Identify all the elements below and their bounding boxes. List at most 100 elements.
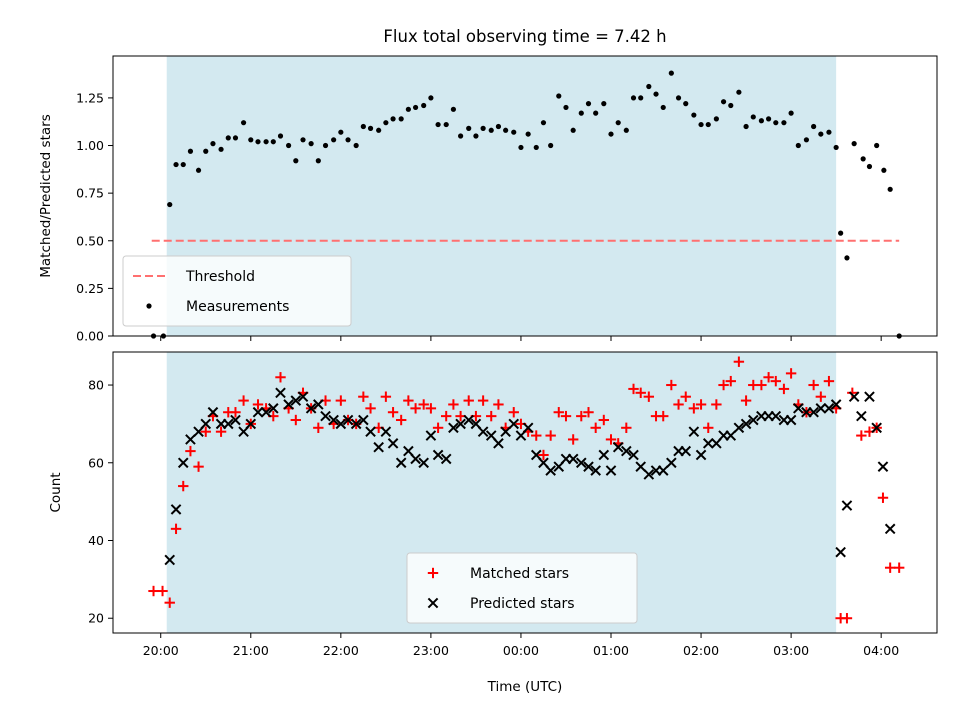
x-tick-label: 03:00: [773, 643, 809, 658]
data-point: [675, 95, 682, 101]
marker-stroke: [477, 426, 489, 437]
marker-stroke: [643, 469, 655, 480]
data-point: [733, 422, 745, 434]
data-point: [178, 480, 189, 492]
marker-stroke: [440, 453, 452, 465]
data-point: [238, 395, 249, 406]
data-point: [823, 403, 835, 414]
legend-item: Matched stars: [427, 566, 569, 582]
data-point: [486, 410, 497, 422]
panel-1: 0.00 0.25 0.50 0.75 1.00 1.25 Matched/Predicte…: [38, 55, 938, 344]
data-point: [628, 383, 639, 395]
marker-stroke: [545, 465, 556, 476]
legend-swatch: [146, 303, 152, 309]
y-tick-label: 0.50: [76, 233, 104, 248]
marker-stroke: [508, 418, 520, 430]
data-point: [328, 414, 339, 426]
y-tick-label: 1.00: [76, 138, 104, 153]
marker-stroke: [830, 399, 842, 410]
data-point: [683, 101, 689, 107]
y-axis-label: Matched/Predicted stars: [38, 114, 54, 277]
marker-stroke: [680, 445, 692, 457]
data-point: [740, 418, 752, 430]
data-point: [548, 142, 554, 149]
data-point: [432, 449, 444, 461]
data-point: [387, 438, 399, 449]
data-point: [793, 403, 804, 414]
marker-stroke: [493, 438, 504, 449]
data-point: [666, 457, 677, 469]
marker-stroke: [403, 445, 414, 457]
data-point: [851, 141, 857, 147]
data-point: [522, 422, 534, 434]
data-point: [702, 438, 714, 449]
data-point: [493, 438, 504, 449]
data-point: [290, 395, 302, 406]
data-point: [605, 465, 617, 476]
marker-stroke: [530, 449, 542, 461]
data-point: [567, 453, 579, 465]
data-point: [575, 457, 587, 469]
data-point: [448, 422, 459, 434]
marker-stroke: [170, 504, 182, 515]
data-point: [403, 395, 414, 406]
marker-stroke: [666, 457, 677, 469]
data-point: [387, 407, 399, 418]
data-point: [638, 95, 644, 101]
data-point: [590, 422, 601, 433]
data-point: [195, 167, 202, 173]
marker-stroke: [275, 387, 286, 399]
data-point: [225, 135, 231, 141]
data-point: [770, 410, 782, 422]
marker-stroke: [425, 430, 437, 441]
data-point: [736, 89, 742, 95]
data-point: [293, 158, 299, 164]
marker-stroke: [590, 465, 602, 476]
data-point: [884, 562, 896, 573]
data-point: [540, 120, 547, 126]
data-point: [841, 613, 853, 624]
data-point: [425, 403, 437, 414]
data-point: [623, 127, 629, 133]
data-point: [200, 418, 212, 430]
data-point: [240, 120, 247, 126]
data-point: [601, 101, 607, 107]
x-tick-label: 22:00: [323, 643, 359, 658]
data-point: [358, 414, 369, 426]
marker-stroke: [621, 445, 632, 457]
data-point: [418, 399, 429, 410]
y-tick-label: 60: [88, 455, 104, 470]
data-point: [358, 391, 369, 402]
marker-stroke: [815, 403, 827, 414]
data-point: [578, 110, 584, 116]
data-point: [733, 356, 745, 367]
data-point: [508, 418, 520, 430]
data-point: [230, 407, 241, 418]
marker-stroke: [740, 418, 752, 430]
data-point: [503, 127, 509, 133]
data-point: [877, 461, 889, 472]
data-point: [185, 445, 196, 457]
data-point: [267, 403, 279, 414]
data-point: [785, 414, 797, 426]
marker-stroke: [267, 403, 279, 414]
marker-stroke: [313, 399, 324, 410]
data-point: [518, 144, 524, 151]
data-point: [688, 426, 700, 437]
data-point: [630, 95, 637, 101]
data-point: [847, 387, 858, 399]
data-point: [313, 422, 324, 433]
data-point: [275, 372, 286, 383]
legend: Threshold Measurements: [122, 255, 352, 327]
data-point: [215, 426, 227, 437]
data-point: [758, 118, 764, 124]
data-point: [232, 135, 239, 141]
marker-stroke: [387, 438, 399, 449]
marker-stroke: [222, 418, 234, 430]
marker-stroke: [164, 554, 176, 566]
data-point: [608, 131, 614, 137]
data-point: [605, 434, 617, 445]
data-point: [887, 186, 893, 192]
data-point: [871, 422, 882, 434]
